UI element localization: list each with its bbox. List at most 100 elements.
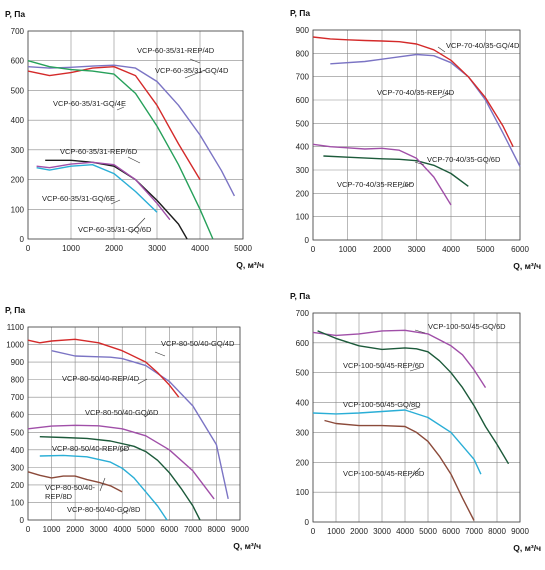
x-tick-label: 2000 (66, 525, 84, 534)
y-axis-title: Р, Па (5, 305, 25, 315)
x-tick-label: 1000 (43, 525, 61, 534)
x-tick-label: 8000 (208, 525, 226, 534)
leader-line (154, 351, 166, 357)
series-label: VCP-70-40/35-GQ/4D (446, 41, 520, 50)
x-tick-label: 0 (26, 244, 31, 253)
series-line (36, 161, 171, 221)
y-axis-title: Р, Па (290, 291, 310, 301)
series-line (39, 436, 201, 521)
series-line (324, 419, 475, 521)
series-label: VCP-80-50/40- (45, 483, 96, 492)
leader-line (110, 199, 121, 205)
y-tick-label: 100 (11, 498, 25, 507)
y-tick-label: 0 (305, 518, 310, 527)
series-label: VCP-70-40/35-REP/6D (337, 180, 415, 189)
series-line (36, 163, 158, 213)
series-label: REP/8D (45, 492, 73, 501)
x-tick-label: 5000 (419, 527, 437, 536)
leader-line (409, 406, 421, 411)
series-line (39, 454, 168, 521)
chart-panel-4: 0 1000 2000 3000 4000 5000 6000 7000 8000 9000 0 10… (290, 291, 541, 553)
series-line (312, 329, 487, 388)
leader-line (119, 445, 131, 453)
series-line (27, 424, 215, 500)
series-label: VCP-60-35/31-REP/4D (137, 46, 215, 55)
leader-line (127, 156, 141, 164)
x-tick-label: 0 (311, 245, 316, 254)
plot-frame (312, 312, 521, 523)
leader-line (116, 106, 125, 111)
y-tick-label: 200 (296, 458, 310, 467)
chart-panel-2: 0 1000 2000 3000 4000 5000 6000 0 100 200 300 400 50… (290, 8, 541, 271)
y-tick-label: 500 (11, 428, 25, 437)
plot-frame (312, 29, 521, 241)
y-tick-label: 500 (296, 119, 310, 128)
x-tick-label: 3000 (90, 525, 108, 534)
y-tick-label: 700 (11, 27, 25, 36)
y-axis-title: Р, Па (5, 9, 25, 19)
y-tick-label: 100 (296, 213, 310, 222)
leader-line (189, 58, 201, 64)
y-tick-label: 400 (296, 143, 310, 152)
y-tick-label: 600 (11, 57, 25, 66)
series-line (27, 60, 214, 240)
series-line (27, 338, 180, 398)
x-tick-label: 1000 (339, 245, 357, 254)
x-tick-label: 1000 (327, 527, 345, 536)
y-tick-label: 400 (296, 399, 310, 408)
leader-line (99, 477, 106, 492)
leader-line (137, 378, 148, 385)
chart-panel-3: 0 1000 2000 3000 4000 5000 6000 7000 8000 9000 0 10… (5, 305, 261, 551)
leader-line (414, 329, 426, 334)
series-line (312, 409, 482, 475)
x-tick-label: 3000 (408, 245, 426, 254)
series-label: VCP-70-40/35-GQ/6D (427, 155, 501, 164)
y-tick-label: 1100 (7, 323, 25, 332)
series-label: VCP-80-50/40-GQ/8D (67, 505, 141, 514)
series-label: VCP-60-35/31-GQ/6E (42, 194, 115, 203)
y-tick-label: 600 (296, 96, 310, 105)
plot-frame (27, 30, 244, 240)
leader-line (184, 69, 206, 79)
series-label: VCP-80-50/40-GQ/4D (161, 339, 235, 348)
y-tick-label: 700 (296, 73, 310, 82)
x-tick-label: 5000 (137, 525, 155, 534)
series-line (317, 330, 510, 465)
x-tick-label: 4000 (396, 527, 414, 536)
x-tick-label: 2000 (373, 245, 391, 254)
y-tick-label: 500 (11, 86, 25, 95)
x-tick-label: 6000 (442, 527, 460, 536)
series-label: VCP-60-35/31-GQ/4D (155, 66, 229, 75)
leader-line (399, 182, 413, 189)
series-line (312, 143, 452, 206)
x-tick-label: 8000 (488, 527, 506, 536)
x-tick-label: 7000 (465, 527, 483, 536)
series-label: VCP-100-50/45-GQ/6D (428, 322, 506, 331)
x-tick-label: 3000 (148, 244, 166, 253)
series-label: VCP-100-50/45-REP/6D (343, 361, 425, 370)
series-label: VCP-60-35/31-GQ/4E (53, 99, 126, 108)
y-tick-label: 400 (11, 446, 25, 455)
series-label: VCP-70-40/35-REP/4D (377, 88, 455, 97)
x-tick-label: 6000 (160, 525, 178, 534)
leader-line (439, 92, 451, 99)
series-line (51, 350, 229, 500)
series-line (27, 471, 123, 493)
y-tick-label: 900 (11, 358, 25, 367)
y-tick-label: 0 (20, 235, 25, 244)
y-axis-title: Р, Па (290, 8, 310, 18)
y-tick-label: 700 (11, 393, 25, 402)
x-axis-title: Q, м³/ч (513, 261, 541, 271)
x-tick-label: 6000 (511, 245, 529, 254)
series-label: VCP-100-50/45-GQ/8D (343, 400, 421, 409)
y-tick-label: 200 (296, 189, 310, 198)
series-line (330, 53, 521, 167)
x-tick-label: 2000 (350, 527, 368, 536)
x-tick-label: 2000 (105, 244, 123, 253)
leader-line (437, 46, 446, 53)
x-tick-label: 5000 (234, 244, 252, 253)
series-line (312, 36, 514, 148)
y-tick-label: 300 (296, 166, 310, 175)
y-tick-label: 300 (11, 146, 25, 155)
